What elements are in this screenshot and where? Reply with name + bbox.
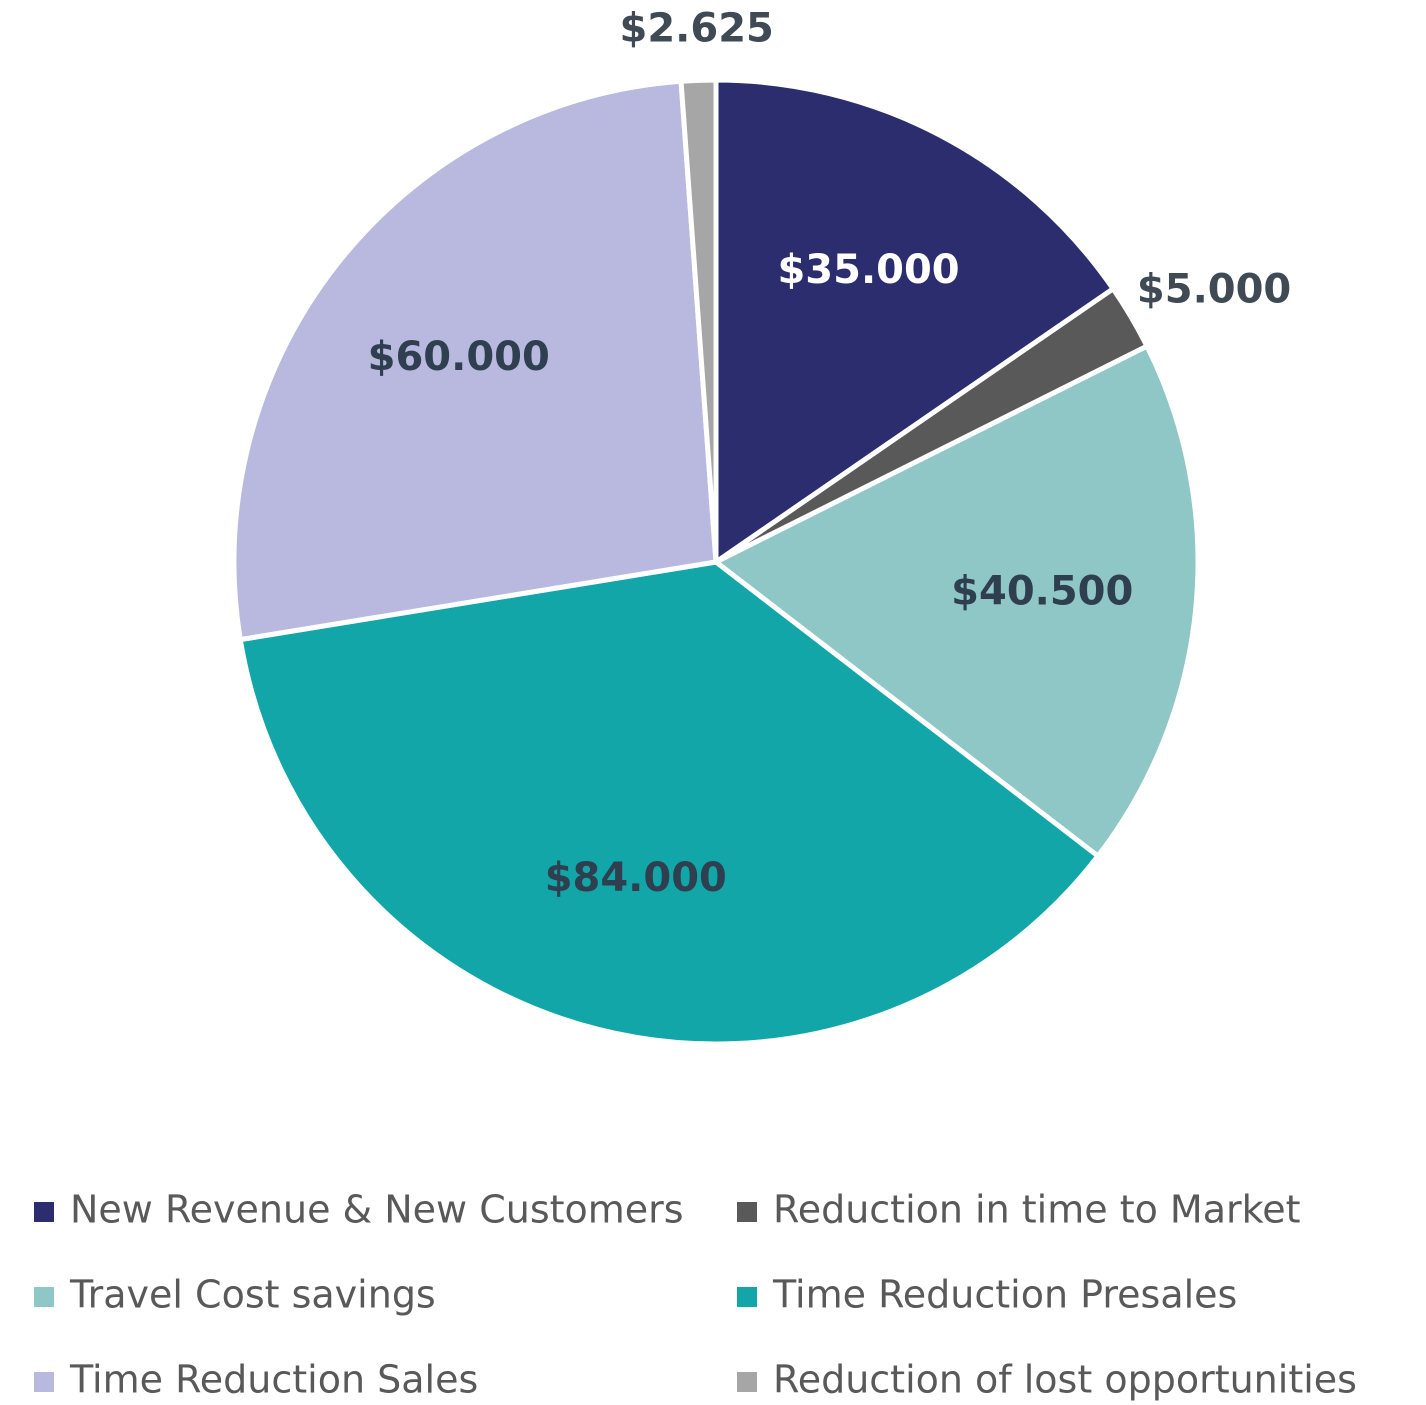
data-label: $2.625 — [620, 5, 774, 51]
pie-slice — [231, 78, 719, 643]
data-label: $35.000 — [777, 247, 959, 293]
pie-slice — [678, 77, 719, 563]
legend-swatch — [34, 1202, 54, 1222]
legend-swatch — [34, 1372, 54, 1392]
data-label: $84.000 — [545, 855, 727, 901]
legend-label: Reduction of lost opportunities — [773, 1358, 1357, 1402]
legend-label: Time Reduction Sales — [69, 1358, 478, 1402]
legend-swatch — [34, 1287, 54, 1307]
legend-label: Travel Cost savings — [69, 1273, 436, 1317]
legend-swatch — [737, 1287, 757, 1307]
legend-label: New Revenue & New Customers — [70, 1188, 684, 1232]
data-label: $60.000 — [368, 334, 550, 380]
data-label: $40.500 — [951, 568, 1133, 614]
legend-swatch — [737, 1202, 757, 1222]
legend-label: Time Reduction Presales — [772, 1273, 1237, 1317]
data-label: $5.000 — [1137, 266, 1291, 312]
legend-swatch — [737, 1372, 757, 1392]
pie-slice — [711, 342, 1201, 860]
pie-slice — [713, 77, 1117, 567]
legend-label: Reduction in time to Market — [773, 1188, 1301, 1232]
pie-slice — [237, 559, 1102, 1047]
